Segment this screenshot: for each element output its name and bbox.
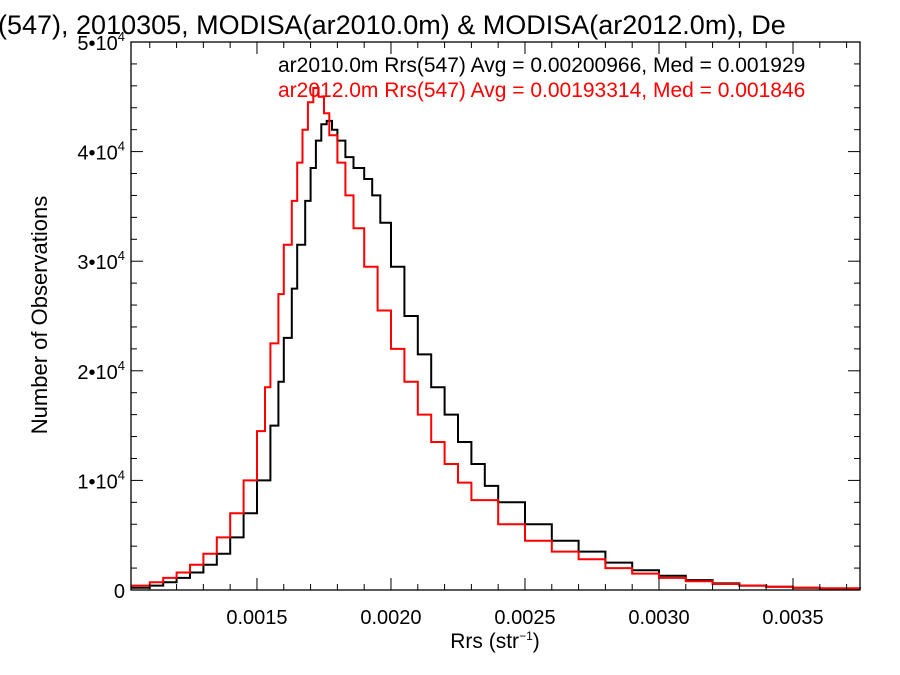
y-axis-label: Number of Observations [27,196,52,434]
y-tick-label: 3•104 [77,248,125,274]
plot-frame [130,41,861,591]
annotation-ar2012: ar2012.0m Rrs(547) Avg = 0.00193314, Med… [278,79,805,102]
axis-layer: 0.0015 0.0020 0.0025 0.0030 0.0035 0 1•104 2•10… [77,29,861,629]
y-tick-label: 2•104 [77,358,125,384]
x-tick-label: 0.0025 [494,607,555,629]
x-tick-label: 0.0035 [762,607,823,629]
x-axis-label: Rrs (str−1) [450,629,540,653]
chart-title: (547), 2010305, MODISA(ar2010.0m) & MODI… [0,10,786,40]
y-tick-label: 0 [114,581,125,603]
series-line-0 [131,119,861,590]
y-tick-label: 4•104 [77,139,125,165]
x-tick-label: 0.0015 [226,607,287,629]
annotation-ar2010: ar2010.0m Rrs(547) Avg = 0.00200966, Med… [278,54,805,77]
series-line-1 [131,87,861,590]
x-tick-label: 0.0030 [628,607,689,629]
y-tick-label: 5•104 [77,29,125,55]
x-tick-label: 0.0020 [360,607,421,629]
y-tick-label: 1•104 [77,467,125,493]
series-layer [131,87,861,590]
